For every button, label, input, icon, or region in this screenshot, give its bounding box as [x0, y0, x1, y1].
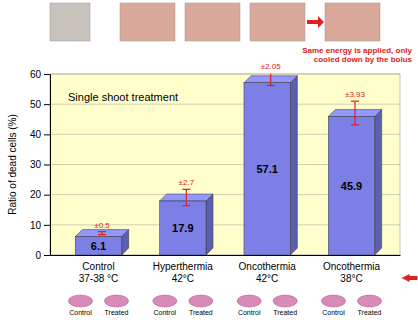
photo — [237, 295, 261, 307]
y-tick-label: 0 — [35, 250, 41, 261]
arrow — [402, 274, 418, 282]
error-cap — [182, 205, 190, 206]
y-tick-mark — [44, 195, 50, 196]
data-label: 57.1 — [256, 163, 277, 175]
y-tick-label: 30 — [30, 159, 42, 170]
data-label: 6.1 — [91, 240, 106, 252]
photo — [322, 295, 346, 307]
y-tick: 20 — [30, 189, 50, 200]
annotation: Single shoot treatment — [68, 91, 178, 103]
y-tick: 50 — [30, 99, 50, 110]
bar — [75, 237, 121, 255]
error-bar — [182, 189, 190, 205]
error-bar — [267, 74, 275, 85]
grid — [50, 74, 400, 255]
y-tick: 60 — [30, 69, 50, 80]
bar-side — [375, 110, 382, 255]
image-caption: Treated — [358, 309, 382, 316]
annotation: Same energy is applied, onlycooled down … — [302, 46, 412, 64]
bar — [328, 117, 374, 255]
photo — [273, 295, 297, 307]
error-bar — [351, 101, 359, 125]
x-tick: Control37-38 °C — [79, 255, 119, 284]
y-tick-label: 60 — [30, 69, 42, 80]
y-tick-label: 40 — [30, 129, 42, 140]
error-line — [354, 101, 355, 125]
y-tick-mark — [44, 165, 50, 166]
y-axis-line — [50, 75, 51, 256]
y-tick-mark — [44, 134, 50, 135]
error-line — [186, 189, 187, 205]
error-cap — [351, 101, 359, 102]
photo — [358, 295, 382, 307]
grid-line — [50, 74, 400, 75]
data-label: 45.9 — [341, 180, 362, 192]
error-cap — [98, 231, 106, 232]
y-tick-mark — [44, 104, 50, 105]
x-tick-label: Oncothermia42°C — [239, 261, 297, 284]
error-label: ±2.7 — [179, 178, 195, 187]
y-tick-mark — [44, 225, 50, 226]
photo — [185, 3, 240, 41]
bar-side — [206, 194, 213, 255]
data-label: 17.9 — [172, 222, 193, 234]
x-axis: Control37-38 °C Hyperthermia42°C Oncotherm… — [51, 255, 401, 284]
image-caption: Control — [238, 309, 261, 316]
x-tick: Oncothermia38°C — [323, 255, 381, 284]
image-caption: Treated — [105, 309, 129, 316]
y-tick: 0 — [35, 250, 50, 261]
arrow — [307, 16, 324, 28]
photo — [153, 295, 177, 307]
x-tick-label: Oncothermia38°C — [323, 261, 381, 284]
y-axis: 0 10 20 30 40 50 60 — [30, 69, 51, 261]
error-label: ±0.5 — [94, 221, 110, 230]
error-cap — [182, 189, 190, 190]
y-tick-label: 50 — [30, 99, 42, 110]
plot-wall — [50, 74, 400, 255]
y-tick-mark — [44, 74, 50, 75]
grid-line — [50, 104, 400, 105]
photo — [68, 295, 92, 307]
bar-top — [75, 230, 128, 237]
bar — [244, 83, 290, 255]
error-cap — [98, 234, 106, 235]
bar-side — [290, 76, 297, 255]
error-line — [270, 74, 271, 85]
photo — [50, 3, 90, 41]
x-tick-label: Hyperthermia42°C — [153, 261, 213, 284]
error-label: ±3.93 — [345, 90, 366, 99]
photo — [325, 3, 380, 41]
y-tick-label: 20 — [30, 189, 42, 200]
y-tick-mark — [44, 255, 50, 256]
y-tick-label: 10 — [30, 220, 42, 231]
image-caption: Treated — [273, 309, 297, 316]
y-tick: 10 — [30, 220, 50, 231]
image-caption: Control — [154, 309, 177, 316]
error-cap — [351, 124, 359, 125]
image-caption: Control — [69, 309, 92, 316]
x-tick-label: Control37-38 °C — [79, 261, 119, 284]
chart: 6.1 ±0.5 17.9 ±2.7 57.1 ±2.05 45.9 ±3.93 0 10 20 30… — [0, 0, 418, 320]
x-tick: Oncothermia42°C — [239, 255, 297, 284]
x-tick: Hyperthermia42°C — [153, 255, 213, 284]
image-caption: Treated — [189, 309, 213, 316]
x-axis-line — [51, 255, 401, 256]
error-label: ±2.05 — [261, 62, 282, 71]
y-axis-title: Ratio of dead cells (%) — [7, 114, 18, 215]
photo — [104, 295, 128, 307]
y-tick: 30 — [30, 159, 50, 170]
photo — [120, 3, 175, 41]
y-tick: 40 — [30, 129, 50, 140]
image-caption: Control — [322, 309, 345, 316]
bar — [160, 201, 206, 255]
error-bar — [98, 232, 106, 235]
photo — [189, 295, 213, 307]
error-cap — [267, 85, 275, 86]
photo — [250, 3, 305, 41]
